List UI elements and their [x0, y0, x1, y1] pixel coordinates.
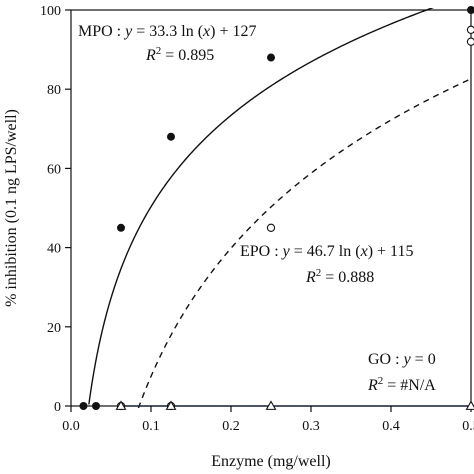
go-data-point [165, 400, 177, 410]
x-tick-label: 0.0 [62, 419, 80, 434]
go-data-point [115, 400, 127, 410]
mpo-data-point [92, 402, 100, 410]
epo-fit-line [137, 78, 471, 408]
x-axis-title: Enzyme (mg/well) [211, 453, 331, 470]
y-tick-label: 20 [47, 321, 61, 336]
plot-area-frame [70, 9, 472, 407]
epo-data-point [266, 223, 276, 232]
y-tick-label: 80 [47, 83, 61, 98]
x-tick-label: 0.5 [462, 419, 474, 434]
data-points [79, 6, 474, 411]
y-tick-label: 60 [47, 162, 61, 177]
epo-equation-label: EPO :y = 46.7 ln (x) + 115 [240, 243, 413, 260]
mpo-fit-line [88, 8, 435, 405]
axis-ticks: 0.0 0.1 0.2 0.3 0.4 0.5 0 20 40 60 80 100 [40, 4, 474, 434]
mpo-data-point [117, 223, 125, 232]
mpo-data-point [79, 402, 88, 410]
go-data-point [265, 400, 277, 410]
x-tick-label: 0.4 [382, 419, 400, 434]
fit-curves [88, 8, 471, 408]
y-tick-label: 100 [40, 4, 61, 19]
y-tick-label: 0 [54, 400, 61, 415]
go-equation-label: GO :y = 0 [368, 351, 436, 368]
mpo-r2-label: R2 = 0.895 [145, 45, 214, 64]
y-tick-label: 40 [47, 242, 61, 257]
mpo-data-point [467, 6, 474, 14]
y-axis-title: % inhibition (0.1 ng LPS/well) [3, 109, 20, 307]
epo-data-point [466, 37, 474, 46]
x-tick-label: 0.1 [142, 419, 160, 434]
x-tick-label: 0.2 [222, 419, 240, 434]
fit-annotations: MPO :y = 33.3 ln (x) + 127 R2 = 0.895 EP… [78, 23, 436, 394]
epo-r2-label: R2 = 0.888 [305, 267, 374, 286]
epo-data-point [466, 25, 474, 34]
go-r2-label: R2 = #N/A [367, 375, 436, 394]
mpo-equation-label: MPO :y = 33.3 ln (x) + 127 [78, 23, 257, 40]
go-data-point [465, 400, 474, 410]
x-tick-label: 0.3 [302, 419, 320, 434]
mpo-data-point [267, 53, 275, 62]
mpo-data-point [167, 132, 175, 141]
